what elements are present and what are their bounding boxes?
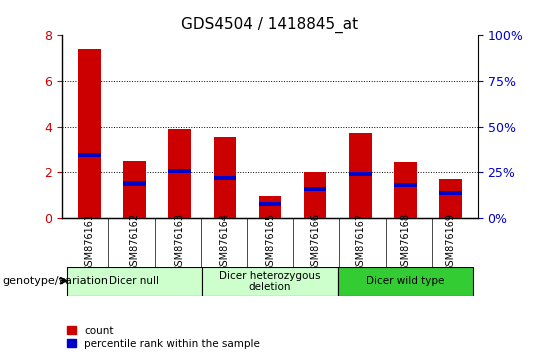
Text: Dicer heterozygous
deletion: Dicer heterozygous deletion [219, 270, 321, 292]
Bar [394, 162, 417, 218]
Bar [123, 161, 146, 218]
Text: GSM876162: GSM876162 [130, 213, 139, 272]
Bar [304, 172, 327, 218]
Legend: count, percentile rank within the sample: count, percentile rank within the sample [68, 326, 260, 349]
Text: GSM876164: GSM876164 [220, 213, 230, 272]
Text: genotype/variation: genotype/variation [3, 276, 109, 286]
Bar [338, 267, 474, 296]
Bar [440, 190, 462, 195]
Bar [168, 169, 191, 173]
Text: GSM876163: GSM876163 [174, 213, 185, 272]
Text: Dicer wild type: Dicer wild type [367, 276, 445, 286]
Bar [304, 187, 327, 191]
Text: Dicer null: Dicer null [110, 276, 159, 286]
Text: GSM876169: GSM876169 [446, 213, 456, 272]
Title: GDS4504 / 1418845_at: GDS4504 / 1418845_at [181, 16, 359, 33]
Bar [440, 179, 462, 218]
Bar [123, 182, 146, 185]
Text: GSM876161: GSM876161 [84, 213, 94, 272]
Bar [349, 172, 372, 176]
Bar [78, 153, 100, 157]
Bar [66, 267, 202, 296]
Text: GSM876167: GSM876167 [355, 213, 366, 272]
Text: GSM876166: GSM876166 [310, 213, 320, 272]
Bar [202, 267, 338, 296]
Bar [349, 133, 372, 218]
Bar [259, 202, 281, 206]
Bar [259, 196, 281, 218]
Text: GSM876165: GSM876165 [265, 213, 275, 272]
Bar [78, 49, 100, 218]
Bar [168, 129, 191, 218]
Bar [394, 183, 417, 187]
Bar [213, 137, 236, 218]
Bar [213, 176, 236, 180]
Text: GSM876168: GSM876168 [401, 213, 410, 272]
